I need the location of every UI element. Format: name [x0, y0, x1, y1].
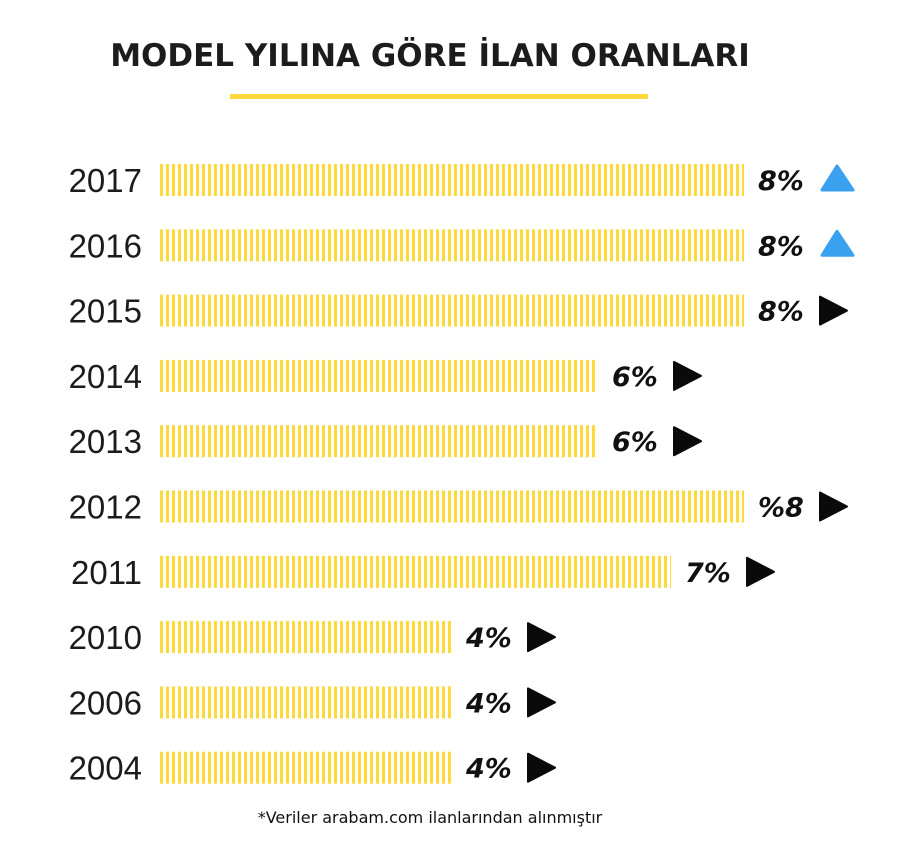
year-label-2017: 2017 [69, 162, 142, 199]
year-label-2013: 2013 [69, 423, 142, 460]
play-icon [527, 752, 556, 783]
year-label-2016: 2016 [69, 227, 142, 264]
value-label-2006: 4% [465, 688, 512, 719]
play-icon [746, 556, 775, 587]
play-icon [819, 491, 848, 522]
value-label-2016: 8% [758, 231, 804, 262]
bar-2012 [160, 490, 744, 523]
year-label-2014: 2014 [69, 358, 142, 395]
year-label-2004: 2004 [69, 750, 142, 787]
triangle-up-icon [820, 164, 855, 192]
bar-2013 [160, 425, 598, 458]
value-label-2010: 4% [465, 623, 512, 654]
play-icon [819, 295, 848, 326]
bar-2015 [160, 294, 744, 327]
bar-2017 [160, 164, 744, 196]
value-label-2011: 7% [685, 558, 731, 589]
bar-2014 [160, 359, 598, 392]
triangle-up-icon [820, 229, 855, 257]
title-underline [230, 94, 648, 99]
bar-2004 [160, 751, 452, 784]
value-label-2014: 6% [612, 362, 658, 393]
bar-2011 [160, 555, 671, 588]
play-icon [673, 426, 702, 457]
bar-2016 [160, 229, 744, 262]
year-label-2011: 2011 [71, 554, 142, 591]
year-label-2010: 2010 [69, 619, 142, 656]
footnote: *Veriler arabam.com ilanlarından alınmış… [257, 808, 603, 827]
value-label-2015: 8% [758, 297, 804, 328]
value-label-2017: 8% [758, 166, 804, 197]
chart-title: MODEL YILINA GÖRE İLAN ORANLARI [110, 38, 750, 74]
play-icon [527, 687, 556, 718]
bar-2006 [160, 686, 452, 719]
play-icon [527, 622, 556, 653]
value-label-2004: 4% [465, 754, 512, 785]
value-label-2012: %8 [758, 493, 804, 524]
play-icon [673, 360, 702, 391]
year-label-2015: 2015 [69, 293, 142, 330]
year-label-2012: 2012 [69, 489, 142, 526]
value-label-2013: 6% [612, 427, 658, 458]
bar-2010 [160, 621, 452, 654]
year-label-2006: 2006 [69, 684, 142, 721]
